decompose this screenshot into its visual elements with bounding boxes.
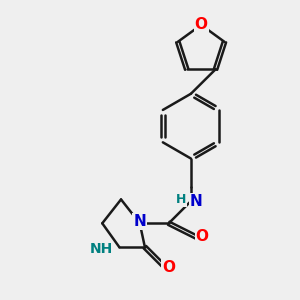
Text: H: H	[176, 193, 187, 206]
Text: NH: NH	[89, 242, 112, 256]
Text: N: N	[190, 194, 202, 208]
Text: N: N	[134, 214, 146, 229]
Text: O: O	[196, 230, 209, 244]
Text: O: O	[195, 17, 208, 32]
Text: O: O	[162, 260, 175, 275]
